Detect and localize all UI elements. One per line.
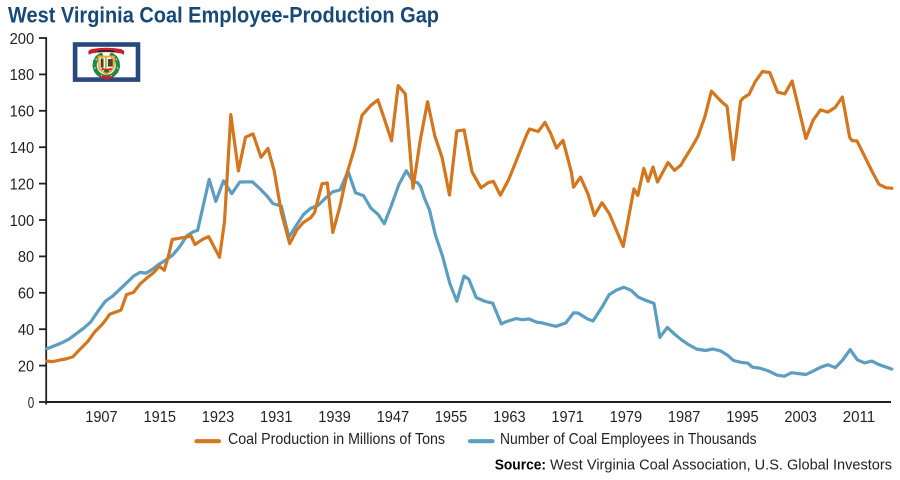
svg-text:1955: 1955	[435, 409, 468, 426]
svg-text:160: 160	[10, 104, 35, 121]
svg-text:180: 180	[10, 67, 35, 84]
svg-text:Number of Coal Employees in Th: Number of Coal Employees in Thousands	[500, 431, 757, 448]
svg-text:1907: 1907	[85, 409, 118, 426]
svg-text:140: 140	[10, 140, 35, 157]
svg-text:1987: 1987	[668, 409, 701, 426]
svg-text:1923: 1923	[202, 409, 235, 426]
svg-text:0: 0	[28, 395, 35, 412]
svg-text:1971: 1971	[551, 409, 584, 426]
svg-text:West Virginia Coal Association: West Virginia Coal Association, U.S. Glo…	[550, 457, 892, 473]
svg-text:1979: 1979	[610, 409, 643, 426]
svg-text:West Virginia Coal Employee-Pr: West Virginia Coal Employee-Production G…	[8, 2, 439, 27]
svg-text:2011: 2011	[843, 409, 876, 426]
svg-text:1915: 1915	[144, 409, 177, 426]
svg-text:60: 60	[18, 286, 34, 303]
svg-text:20: 20	[18, 359, 34, 376]
svg-text:Coal Production in Millions of: Coal Production in Millions of Tons	[228, 431, 445, 448]
svg-text:Source:: Source:	[495, 457, 546, 473]
svg-text:120: 120	[10, 176, 35, 193]
svg-text:1931: 1931	[260, 409, 293, 426]
svg-text:2003: 2003	[784, 409, 817, 426]
svg-text:80: 80	[18, 249, 34, 266]
svg-text:1947: 1947	[377, 409, 410, 426]
svg-text:40: 40	[18, 322, 34, 339]
svg-text:1963: 1963	[493, 409, 525, 426]
svg-text:1995: 1995	[726, 409, 759, 426]
svg-text:100: 100	[10, 213, 35, 230]
svg-text:200: 200	[10, 31, 35, 48]
svg-text:1939: 1939	[318, 409, 351, 426]
